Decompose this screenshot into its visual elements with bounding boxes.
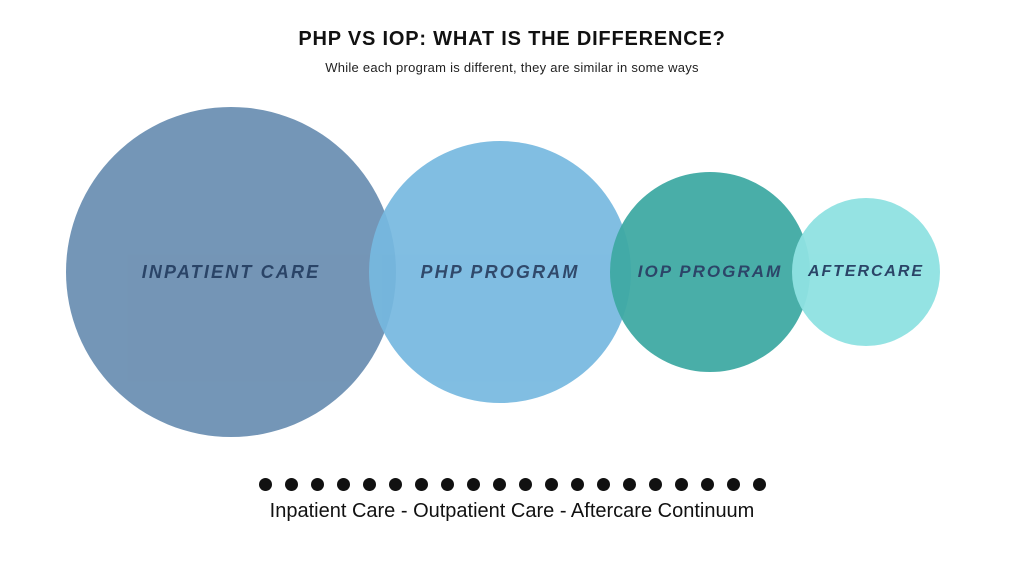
circle-label-aftercare: AFTERCARE xyxy=(808,263,924,281)
page-title: PHP VS IOP: WHAT IS THE DIFFERENCE? xyxy=(0,28,1024,51)
circle-aftercare: AFTERCARE xyxy=(792,198,940,346)
dot xyxy=(519,478,532,491)
dot xyxy=(571,478,584,491)
dot xyxy=(753,478,766,491)
circle-inpatient: INPATIENT CARE xyxy=(66,107,396,437)
dot xyxy=(701,478,714,491)
circle-label-inpatient: INPATIENT CARE xyxy=(142,262,321,283)
dot xyxy=(311,478,324,491)
dot xyxy=(467,478,480,491)
page-subtitle: While each program is different, they ar… xyxy=(0,60,1024,75)
continuum-caption: Inpatient Care - Outpatient Care - After… xyxy=(0,500,1024,523)
dot xyxy=(337,478,350,491)
circle-label-php: PHP PROGRAM xyxy=(420,262,579,283)
dot xyxy=(493,478,506,491)
dot xyxy=(415,478,428,491)
stage: PHP VS IOP: WHAT IS THE DIFFERENCE? Whil… xyxy=(0,0,1024,576)
dot xyxy=(597,478,610,491)
dot xyxy=(389,478,402,491)
dot xyxy=(623,478,636,491)
dot xyxy=(675,478,688,491)
dot xyxy=(545,478,558,491)
circle-iop: IOP PROGRAM xyxy=(610,172,810,372)
circle-php: PHP PROGRAM xyxy=(369,141,631,403)
dot xyxy=(649,478,662,491)
dot xyxy=(285,478,298,491)
dot xyxy=(363,478,376,491)
circle-label-iop: IOP PROGRAM xyxy=(638,262,783,282)
dot xyxy=(259,478,272,491)
dot xyxy=(727,478,740,491)
dot xyxy=(441,478,454,491)
dots-row xyxy=(0,478,1024,496)
